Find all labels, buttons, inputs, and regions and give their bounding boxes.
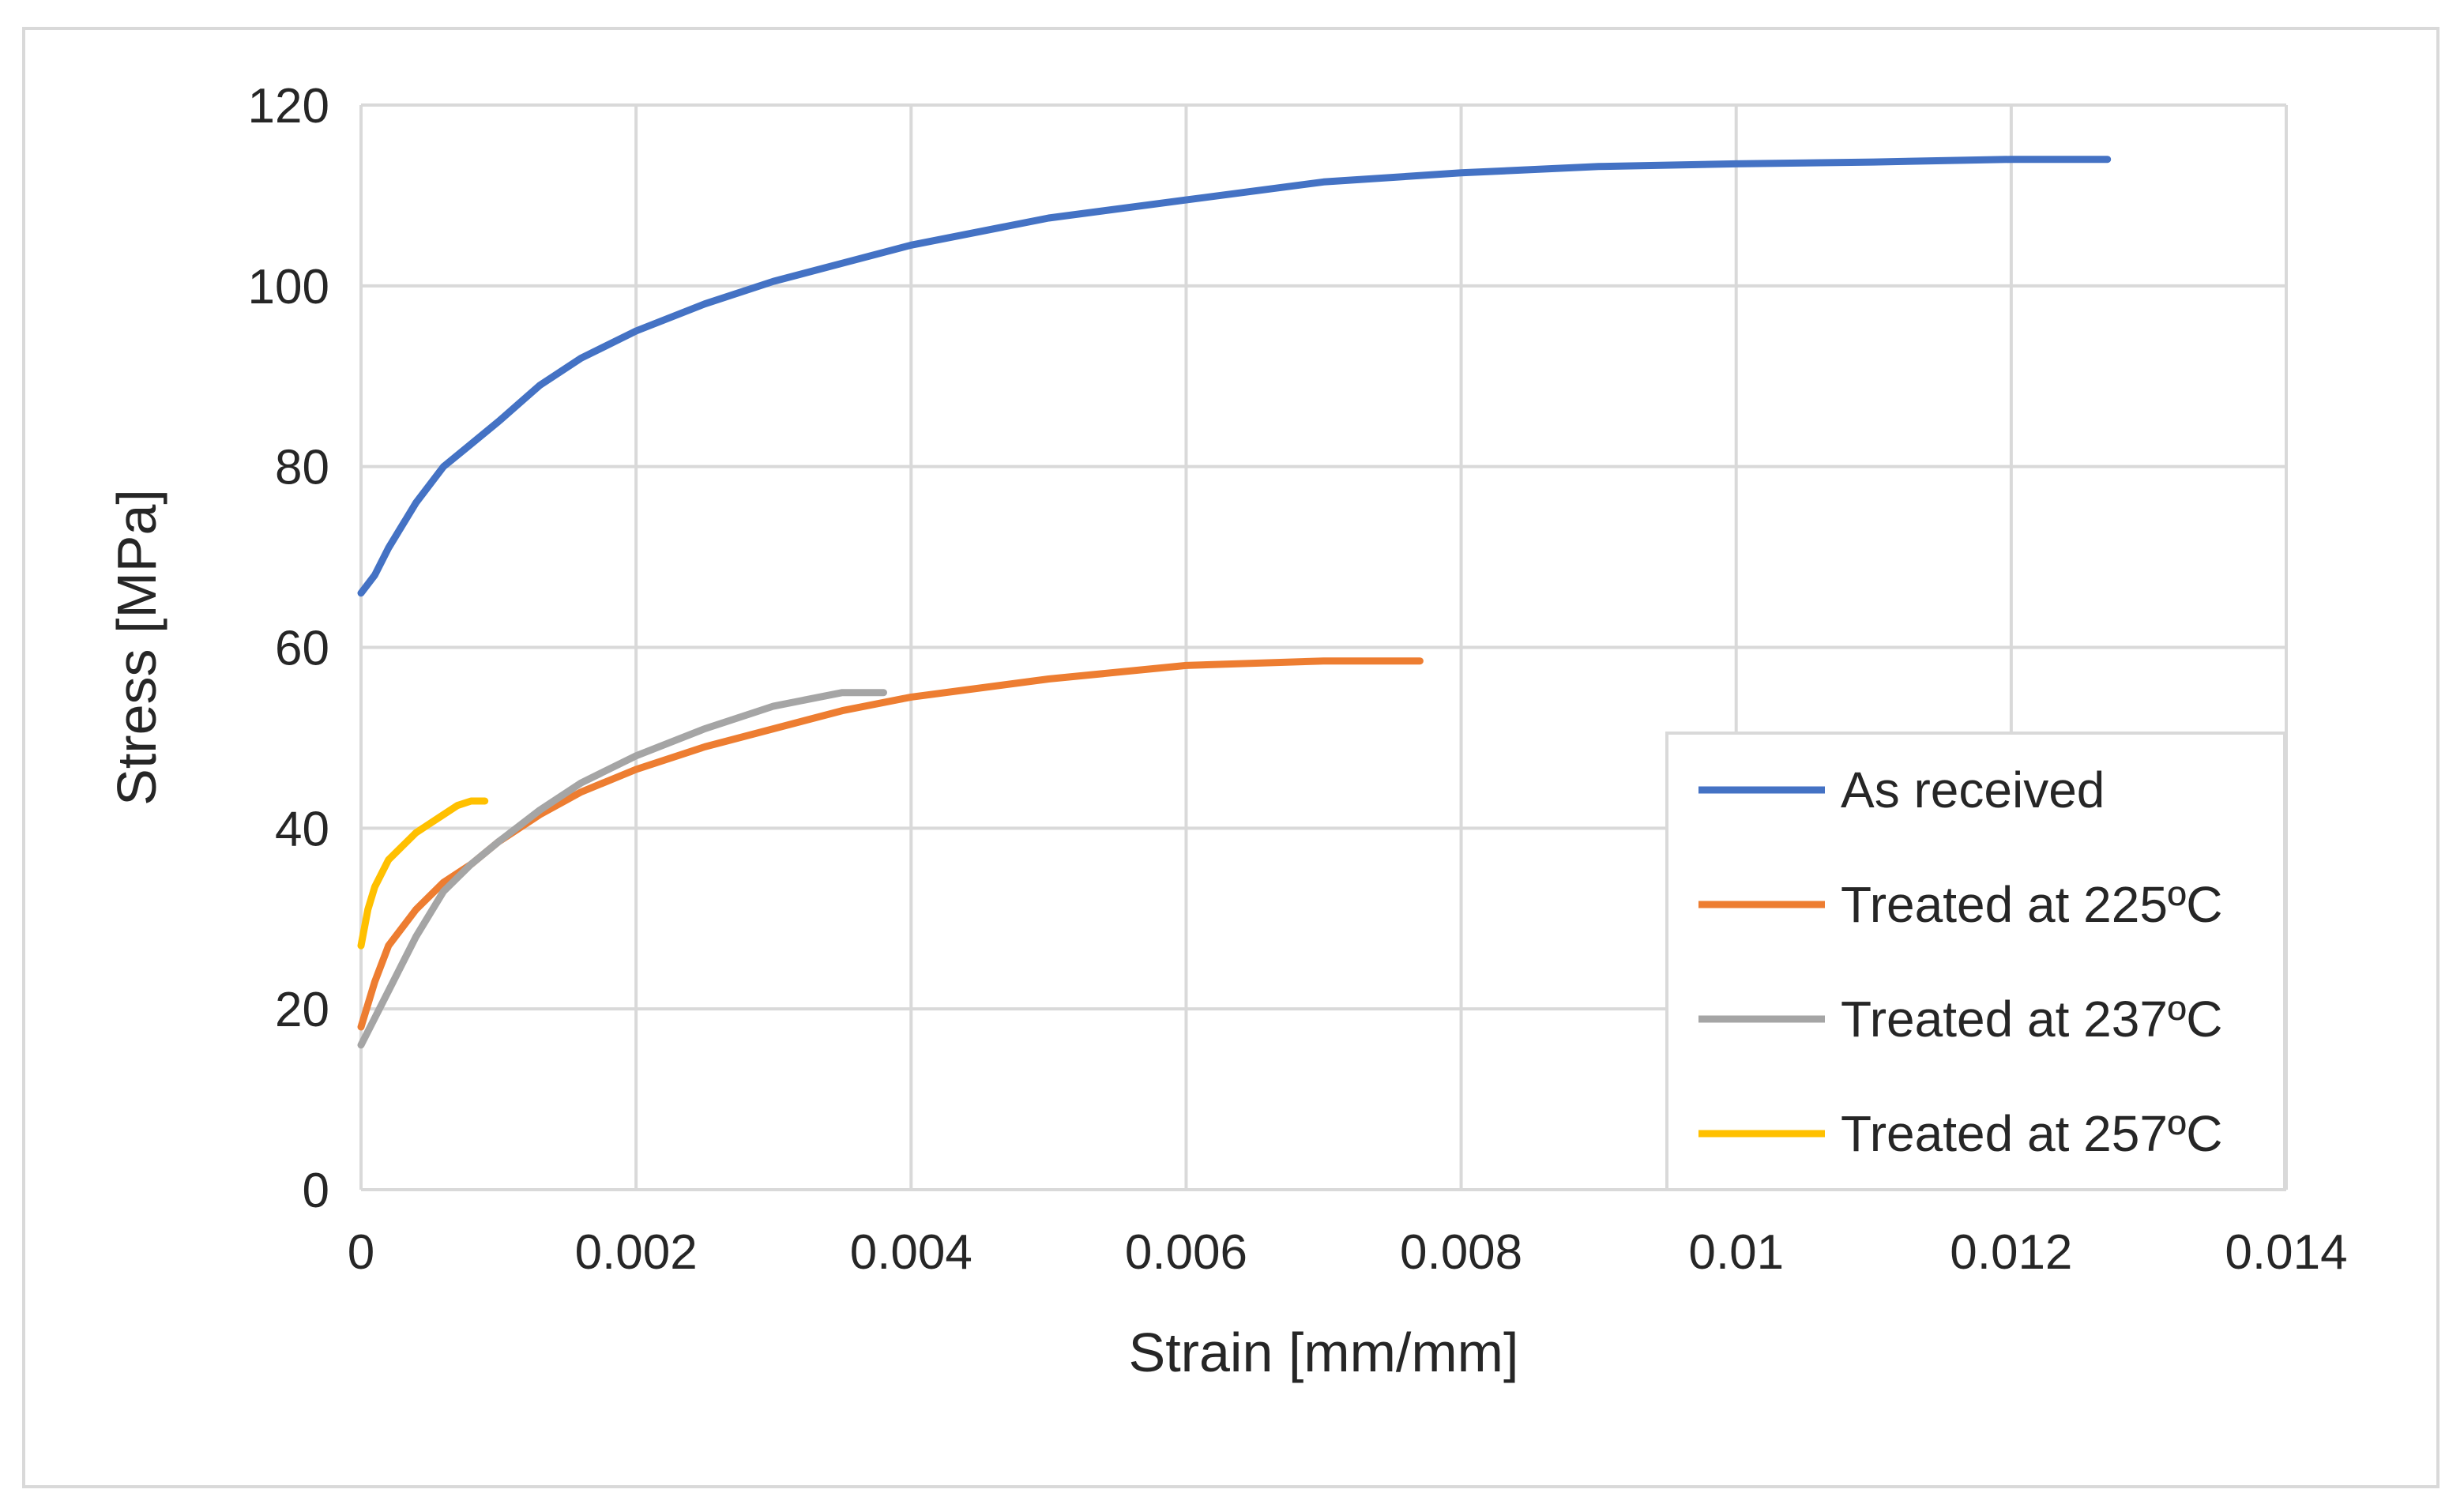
x-tick-label: 0.01 [1688, 1225, 1784, 1280]
y-tick-label: 60 [275, 622, 329, 676]
series-line-1 [357, 156, 2112, 597]
legend-label-2: Treated at 225ºC [1841, 876, 2223, 933]
series-line-3 [357, 689, 887, 1049]
legend-layer: As received Treated at 225ºC Treated at 23… [1665, 732, 2286, 1191]
x-tick-label: 0.004 [850, 1225, 972, 1280]
x-tick-label: 0.012 [1950, 1225, 2072, 1280]
x-tick-label: 0.008 [1400, 1225, 1522, 1280]
x-tick-label: 0.002 [575, 1225, 698, 1280]
series-layer [357, 156, 2112, 1049]
y-tick-label: 20 [275, 983, 329, 1037]
y-tick-label: 120 [248, 79, 329, 134]
series-line-2 [357, 657, 1424, 1031]
y-tick-label: 80 [275, 441, 329, 495]
y-tick-label: 40 [275, 802, 329, 856]
legend-label-4: Treated at 257ºC [1841, 1105, 2223, 1162]
axis-layer: 0 20 40 60 80 100 120 0 0.002 0.004 0.006 0.008 0.01… [248, 79, 2348, 1280]
x-tick-label: 0.014 [2225, 1225, 2347, 1280]
series-line-4 [357, 797, 489, 950]
chart-svg: 0 20 40 60 80 100 120 0 0.002 0.004 0.006 0.008 0.01… [106, 79, 2348, 1383]
y-tick-label: 0 [303, 1164, 329, 1218]
x-tick-label: 0.006 [1125, 1225, 1247, 1280]
y-axis-title: Stress [MPa] [106, 489, 167, 806]
legend-box [1665, 732, 2286, 1191]
x-tick-label: 0 [348, 1225, 374, 1280]
chart-frame: 0 20 40 60 80 100 120 0 0.002 0.004 0.006 0.008 0.01… [22, 27, 2440, 1488]
y-tick-label: 100 [248, 260, 329, 314]
legend-label-3: Treated at 237ºC [1841, 991, 2223, 1047]
legend-label-1: As received [1841, 762, 2105, 818]
x-axis-title: Strain [mm/mm] [1129, 1322, 1519, 1383]
